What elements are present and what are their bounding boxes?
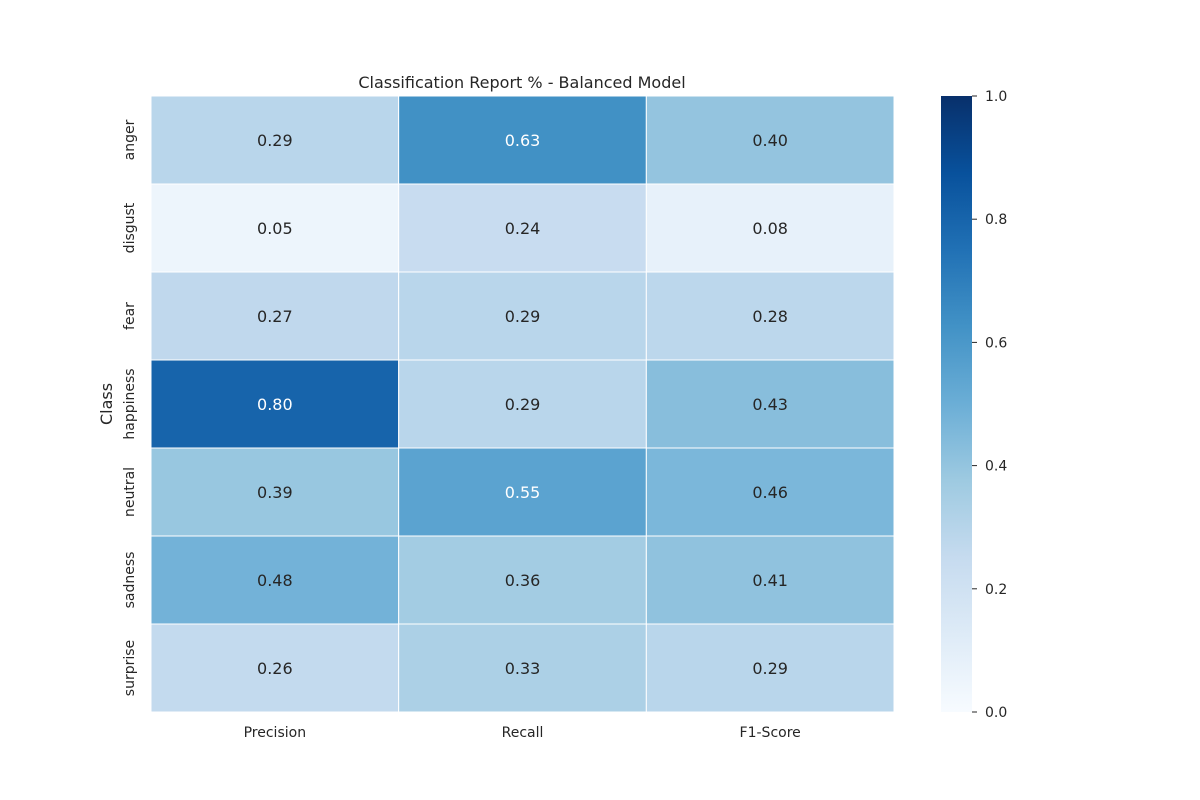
y-tick-label: anger	[122, 119, 138, 160]
heatmap-cell	[150, 623, 400, 713]
cell-value-label: 0.24	[505, 219, 541, 238]
cell-value-label: 0.29	[752, 659, 788, 678]
y-tick-labels: anger disgust fear happiness neutral sadness s…	[122, 119, 138, 696]
y-axis-label: Class	[97, 383, 116, 425]
heatmap-cell	[645, 623, 895, 713]
heatmap-cell	[398, 447, 647, 537]
y-tick-label: surprise	[122, 640, 138, 696]
heatmap-cell	[398, 271, 647, 361]
heatmap-cell	[645, 447, 895, 537]
cell-value-label: 0.36	[505, 571, 541, 590]
cell-value-label: 0.27	[257, 307, 293, 326]
heatmap-cell	[150, 183, 400, 273]
cell-value-label: 0.05	[257, 219, 293, 238]
cell-value-label: 0.29	[505, 395, 541, 414]
cell-value-label: 0.29	[505, 307, 541, 326]
colorbar-tick-label: 0.6	[985, 335, 1007, 351]
heatmap-cell	[398, 183, 647, 273]
colorbar-tick-label: 0.4	[985, 459, 1007, 475]
heatmap-cell	[150, 95, 400, 185]
cell-value-label: 0.08	[752, 219, 788, 238]
heatmap-cell	[398, 623, 647, 713]
heatmap-cell	[150, 359, 400, 449]
heatmap-cell	[150, 447, 400, 537]
colorbar-tick-label: 0.8	[985, 212, 1007, 228]
cell-value-label: 0.63	[505, 131, 541, 150]
heatmap-cell	[645, 183, 895, 273]
cell-value-label: 0.48	[257, 571, 293, 590]
heatmap-cell	[645, 535, 895, 625]
heatmap-cell	[645, 359, 895, 449]
colorbar-gradient	[941, 96, 972, 712]
cell-value-label: 0.55	[505, 483, 541, 502]
colorbar-tick-label: 1.0	[985, 89, 1007, 105]
cell-value-label: 0.80	[257, 395, 293, 414]
x-tick-label: F1-Score	[740, 725, 801, 741]
cell-value-label: 0.40	[752, 131, 788, 150]
heatmap-cell	[150, 535, 400, 625]
cell-value-label: 0.26	[257, 659, 293, 678]
colorbar-tick-label: 0.2	[985, 582, 1007, 598]
heatmap-cell	[398, 95, 647, 185]
x-tick-label: Recall	[502, 725, 544, 741]
cell-value-label: 0.46	[752, 483, 788, 502]
x-tick-labels: Precision Recall F1-Score	[244, 725, 801, 741]
x-tick-label: Precision	[244, 725, 306, 741]
cell-value-label: 0.33	[505, 659, 541, 678]
y-tick-label: neutral	[122, 467, 138, 517]
y-tick-label: sadness	[122, 552, 138, 609]
cell-value-label: 0.29	[257, 131, 293, 150]
heatmap-cells: 0.29 0.63 0.40 0.05 0.24 0.08 0.27 0.29 0.28 0.80…	[150, 95, 895, 713]
colorbar: 0.0 0.2 0.4 0.6 0.8 1.0	[941, 89, 1007, 721]
cell-value-label: 0.41	[752, 571, 788, 590]
heatmap-cell	[645, 95, 895, 185]
colorbar-tick-label: 0.0	[985, 705, 1007, 721]
cell-value-label: 0.43	[752, 395, 788, 414]
chart-title: Classification Report % - Balanced Model	[358, 73, 685, 92]
y-tick-label: fear	[122, 302, 138, 330]
y-tick-label: happiness	[122, 368, 138, 439]
cell-value-label: 0.28	[752, 307, 788, 326]
heatmap-cell	[398, 535, 647, 625]
cell-value-label: 0.39	[257, 483, 293, 502]
y-tick-label: disgust	[122, 202, 138, 253]
